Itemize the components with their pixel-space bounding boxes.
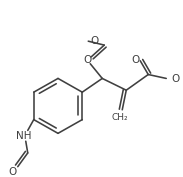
Text: O: O [131, 55, 139, 65]
Text: CH₂: CH₂ [112, 113, 129, 122]
Text: O: O [171, 74, 180, 84]
Text: O: O [83, 55, 91, 65]
Text: O: O [90, 36, 98, 46]
Text: O: O [9, 167, 17, 177]
Text: NH: NH [16, 131, 31, 141]
